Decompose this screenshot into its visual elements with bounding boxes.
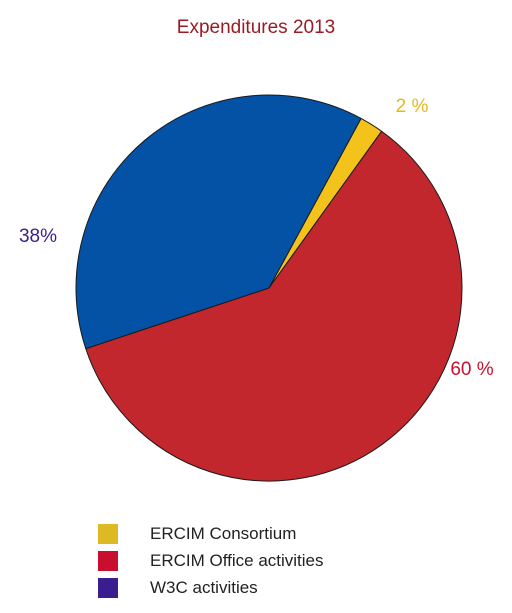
legend-label: W3C activities <box>150 577 258 597</box>
legend: ERCIM Consortium ERCIM Office activities… <box>98 520 324 601</box>
legend-item: ERCIM Consortium <box>98 520 324 547</box>
legend-swatch <box>98 577 118 598</box>
pie-slice <box>85 130 463 482</box>
legend-label: ERCIM Office activities <box>150 550 324 570</box>
legend-swatch <box>98 550 118 571</box>
slice-label: 2 % <box>396 96 429 117</box>
legend-item: W3C activities <box>98 574 324 601</box>
legend-item: ERCIM Office activities <box>98 547 324 574</box>
legend-swatch <box>98 523 118 544</box>
slice-label: 60 % <box>450 359 493 380</box>
pie-labels: 2 % 60 % 38% <box>19 96 494 380</box>
chart-title: Expenditures 2013 <box>176 17 336 38</box>
slice-label: 38% <box>19 226 57 247</box>
pie-slices <box>75 94 463 482</box>
pie-slice <box>75 94 362 350</box>
legend-label: ERCIM Consortium <box>150 523 297 543</box>
